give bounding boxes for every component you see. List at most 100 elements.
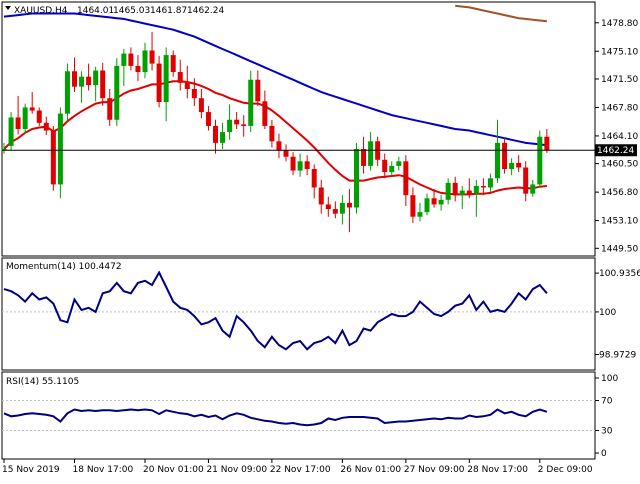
time-tick-label: 18 Nov 17:00 <box>73 465 134 475</box>
candle <box>79 71 85 103</box>
bear-candle-body <box>466 190 472 194</box>
symbol-timeframe: XAUUSD,H4 <box>14 6 68 16</box>
candle <box>544 129 550 153</box>
price-axis: 1478.80 1475.10 1471.50 1467.80 1464.10 1460.… <box>595 19 638 254</box>
ohlc-high: 1465.03 <box>113 6 150 16</box>
bear-candle-body <box>128 53 134 66</box>
bull-candle-body <box>79 76 85 87</box>
candle <box>262 90 268 129</box>
bull-candle-body <box>121 53 127 66</box>
candle <box>43 116 49 136</box>
candle <box>346 189 352 233</box>
time-tick-label: 15 Nov 2019 <box>2 465 60 475</box>
bear-candle-body <box>213 125 218 143</box>
candle <box>227 104 233 140</box>
candle <box>530 179 536 197</box>
candle <box>389 161 395 177</box>
candle <box>269 119 275 148</box>
bull-candle-body <box>396 161 402 166</box>
bear-candle-body <box>205 112 211 126</box>
bull-candle-body <box>114 65 120 120</box>
bull-candle-body <box>8 117 14 146</box>
candle <box>36 107 42 126</box>
rsi-line <box>3 408 548 427</box>
candle <box>57 107 63 199</box>
bull-candle-body <box>473 185 479 194</box>
candle <box>502 138 508 174</box>
price-panel-frame <box>1 1 596 257</box>
rsi-panel[interactable]: 100 70 30 0 RSI(14) 55.1105 <box>1 371 618 460</box>
candle <box>107 88 113 126</box>
price-tick-label: 1456.80 <box>601 188 638 198</box>
bull-candle-body <box>459 190 465 196</box>
price-tick-label: 1449.50 <box>601 244 638 254</box>
time-tick-label: 2 Dec 09:00 <box>538 465 593 475</box>
candle <box>283 144 289 162</box>
price-tick-label: 1467.80 <box>601 103 638 113</box>
bear-candle-body <box>72 71 77 87</box>
candle <box>354 142 359 214</box>
price-tick-label: 1453.10 <box>601 217 638 227</box>
candle <box>142 42 148 79</box>
bull-candle-body <box>389 165 395 173</box>
candle <box>163 47 169 122</box>
ohlc-low: 1461.87 <box>150 6 187 16</box>
candle <box>487 173 493 193</box>
bear-candle-body <box>43 122 49 131</box>
candle <box>64 63 70 122</box>
bear-candle-body <box>100 70 106 99</box>
bear-candle-body <box>361 149 367 166</box>
candle <box>8 112 14 151</box>
bull-candle-body <box>93 70 99 86</box>
bear-candle-body <box>290 156 296 171</box>
bear-candle-body <box>50 130 56 185</box>
candle <box>72 57 77 93</box>
candle <box>410 187 416 223</box>
candle <box>22 103 28 134</box>
price-tick-label: 1478.80 <box>601 19 638 29</box>
rsi-panel-frame <box>1 371 596 460</box>
bear-candle-body <box>318 187 324 205</box>
bear-candle-body <box>544 136 550 151</box>
bear-candle-body <box>107 98 113 120</box>
bull-candle-body <box>163 55 169 103</box>
bear-candle-body <box>177 72 183 83</box>
candle <box>128 47 134 71</box>
candle <box>15 95 21 135</box>
price-tick-label: 1464.10 <box>601 132 638 142</box>
rsi-tick-label: 30 <box>601 427 613 437</box>
bull-candle-body <box>297 161 303 171</box>
time-tick-label: 20 Nov 01:00 <box>143 465 204 475</box>
bear-candle-body <box>255 79 261 102</box>
ohlc-close: 1462.24 <box>187 6 224 16</box>
candle <box>114 58 120 126</box>
bull-candle-body <box>495 142 500 179</box>
bull-candle-body <box>227 119 233 133</box>
candle <box>290 152 296 176</box>
candle <box>368 132 374 171</box>
bear-candle-body <box>170 55 176 73</box>
candle <box>339 195 345 225</box>
price-panel[interactable]: 1478.80 1475.10 1471.50 1467.80 1464.10 1460.… <box>1 1 639 257</box>
candle <box>523 161 529 202</box>
candle <box>234 112 240 129</box>
candle <box>403 155 409 206</box>
bear-candle-body <box>15 117 21 129</box>
bear-candle-body <box>332 209 338 214</box>
candle <box>318 179 324 214</box>
bear-candle-body <box>283 150 289 157</box>
candle <box>93 66 99 102</box>
momentum-panel-frame <box>1 257 596 371</box>
bear-candle-body <box>325 204 331 210</box>
candle <box>480 178 486 196</box>
candle <box>495 119 500 183</box>
candles <box>1 32 550 233</box>
rsi-header: RSI(14) 55.1105 <box>6 377 79 387</box>
bull-candle-body <box>220 132 226 143</box>
candle <box>191 78 197 106</box>
momentum-panel[interactable]: 100.9356 100 98.9729 Momentum(14) 100.4472 <box>1 257 640 371</box>
bull-candle-body <box>509 162 515 170</box>
bull-candle-body <box>424 198 430 213</box>
